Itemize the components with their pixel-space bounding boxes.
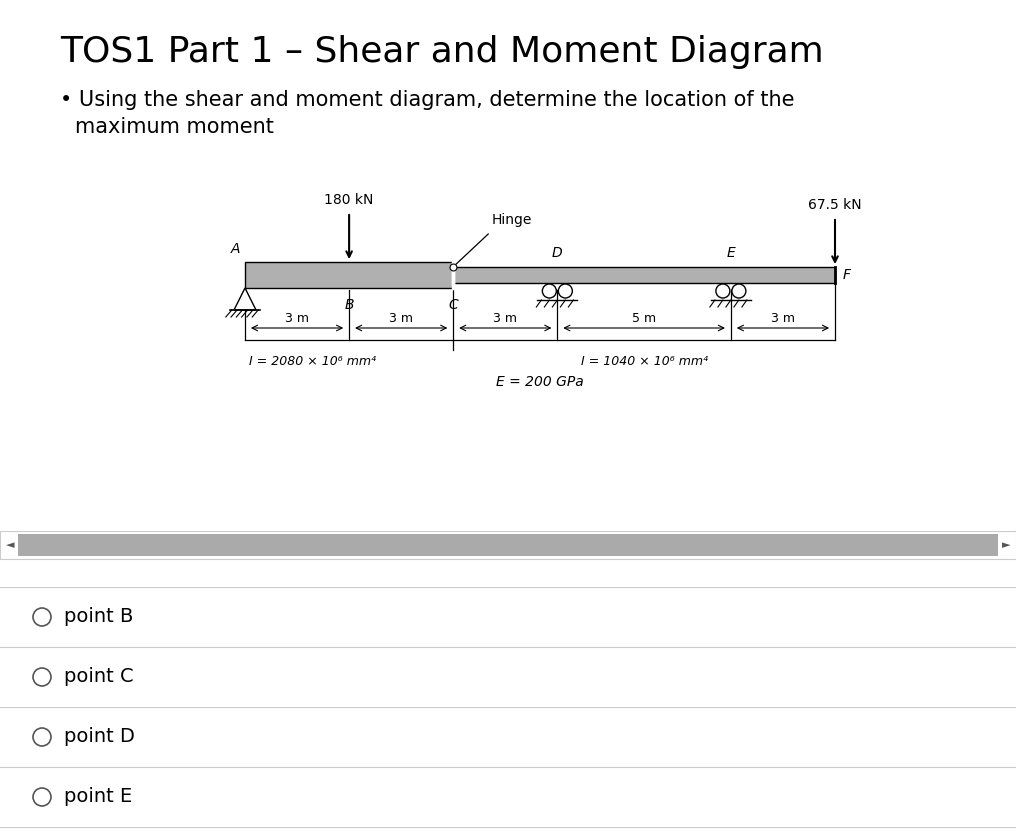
Circle shape bbox=[543, 284, 557, 298]
Text: TOS1 Part 1 – Shear and Moment Diagram: TOS1 Part 1 – Shear and Moment Diagram bbox=[60, 35, 824, 69]
Text: ◄: ◄ bbox=[6, 540, 14, 550]
Text: 180 kN: 180 kN bbox=[324, 193, 374, 207]
Circle shape bbox=[732, 284, 746, 298]
Circle shape bbox=[33, 788, 51, 806]
Text: point C: point C bbox=[64, 667, 134, 686]
Text: ►: ► bbox=[1002, 540, 1010, 550]
Text: A: A bbox=[231, 242, 240, 256]
Circle shape bbox=[716, 284, 729, 298]
Text: C: C bbox=[448, 298, 458, 312]
Text: Hinge: Hinge bbox=[491, 213, 531, 227]
Bar bbox=[0, 531, 1016, 559]
Text: 3 m: 3 m bbox=[494, 312, 517, 325]
Polygon shape bbox=[234, 288, 256, 310]
Text: 3 m: 3 m bbox=[285, 312, 309, 325]
Text: D: D bbox=[552, 246, 563, 260]
Bar bbox=[453, 267, 835, 283]
Text: 3 m: 3 m bbox=[771, 312, 795, 325]
Bar bbox=[245, 262, 453, 288]
Bar bbox=[0, 531, 1016, 557]
Circle shape bbox=[33, 668, 51, 686]
Text: E = 200 GPa: E = 200 GPa bbox=[496, 375, 584, 389]
Text: point E: point E bbox=[64, 787, 132, 807]
Text: E: E bbox=[726, 246, 736, 260]
Text: I = 1040 × 10⁶ mm⁴: I = 1040 × 10⁶ mm⁴ bbox=[580, 355, 707, 368]
Text: point B: point B bbox=[64, 608, 133, 626]
Circle shape bbox=[33, 608, 51, 626]
Circle shape bbox=[33, 728, 51, 746]
Text: 3 m: 3 m bbox=[389, 312, 414, 325]
Text: 5 m: 5 m bbox=[632, 312, 656, 325]
Text: • Using the shear and moment diagram, determine the location of the: • Using the shear and moment diagram, de… bbox=[60, 90, 795, 110]
Text: F: F bbox=[843, 268, 851, 282]
Text: 67.5 kN: 67.5 kN bbox=[808, 198, 862, 212]
Bar bbox=[18, 534, 998, 556]
Circle shape bbox=[559, 284, 572, 298]
Text: I = 2080 × 10⁶ mm⁴: I = 2080 × 10⁶ mm⁴ bbox=[249, 355, 376, 368]
Text: point D: point D bbox=[64, 727, 135, 746]
Text: maximum moment: maximum moment bbox=[75, 117, 274, 137]
Text: B: B bbox=[344, 298, 354, 312]
